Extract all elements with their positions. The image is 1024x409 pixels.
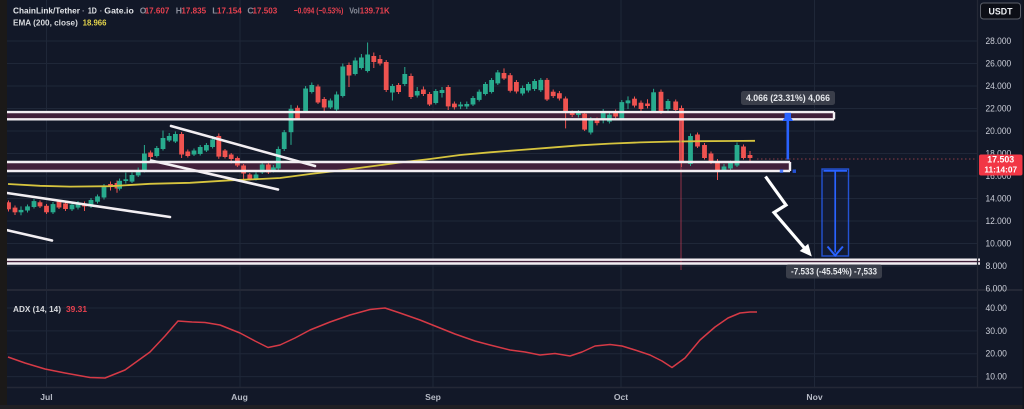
svg-text:40.00: 40.00	[986, 303, 1008, 313]
svg-text:Nov: Nov	[806, 392, 822, 402]
svg-text:17.835: 17.835	[181, 6, 206, 16]
svg-text:11:14:07: 11:14:07	[984, 165, 1017, 175]
svg-text:28.000: 28.000	[986, 36, 1012, 46]
svg-text:1D: 1D	[88, 6, 97, 16]
svg-text:20.000: 20.000	[986, 126, 1012, 136]
svg-text:H: H	[176, 6, 182, 16]
svg-text:Sep: Sep	[425, 392, 441, 402]
svg-text:Oct: Oct	[614, 392, 628, 402]
svg-text:USDT: USDT	[989, 7, 1014, 17]
svg-text:17.607: 17.607	[145, 6, 170, 16]
svg-text:17.503: 17.503	[987, 155, 1014, 165]
svg-text:6.000: 6.000	[986, 284, 1008, 294]
svg-text:·: ·	[82, 6, 85, 16]
svg-text:10.000: 10.000	[986, 239, 1012, 249]
svg-text:30.00: 30.00	[986, 326, 1008, 336]
svg-text:EMA (200, close): EMA (200, close)	[13, 18, 78, 28]
svg-text:−0.094 (−0.53%): −0.094 (−0.53%)	[294, 6, 344, 16]
svg-text:L: L	[212, 6, 217, 16]
svg-text:Jul: Jul	[40, 392, 52, 402]
svg-text:39.31: 39.31	[66, 304, 87, 314]
svg-text:12.000: 12.000	[986, 216, 1012, 226]
svg-text:24.000: 24.000	[986, 81, 1012, 91]
svg-text:18.966: 18.966	[83, 18, 107, 28]
svg-text:C: C	[247, 6, 253, 16]
svg-text:·: ·	[100, 6, 103, 16]
svg-text:8.000: 8.000	[986, 261, 1008, 271]
svg-text:Vol: Vol	[349, 6, 360, 16]
svg-text:14.000: 14.000	[986, 194, 1012, 204]
svg-text:Gate.io: Gate.io	[104, 6, 134, 16]
svg-text:26.000: 26.000	[986, 59, 1012, 69]
svg-text:139.71K: 139.71K	[360, 6, 391, 16]
svg-text:O: O	[140, 6, 147, 16]
svg-text:10.00: 10.00	[986, 372, 1008, 382]
svg-text:18.000: 18.000	[986, 149, 1012, 159]
svg-text:16.000: 16.000	[986, 171, 1012, 181]
svg-text:ADX (14, 14): ADX (14, 14)	[13, 304, 61, 314]
svg-text:ChainLink/Tether: ChainLink/Tether	[13, 6, 81, 16]
svg-text:-7.533 (-45.54%) -7,533: -7.533 (-45.54%) -7,533	[791, 267, 877, 277]
svg-text:17.154: 17.154	[217, 6, 242, 16]
svg-text:4.066 (23.31%) 4,066: 4.066 (23.31%) 4,066	[746, 93, 830, 103]
svg-text:17.503: 17.503	[253, 6, 278, 16]
svg-text:22.000: 22.000	[986, 104, 1012, 114]
svg-text:Aug: Aug	[231, 392, 248, 402]
svg-text:20.00: 20.00	[986, 349, 1008, 359]
